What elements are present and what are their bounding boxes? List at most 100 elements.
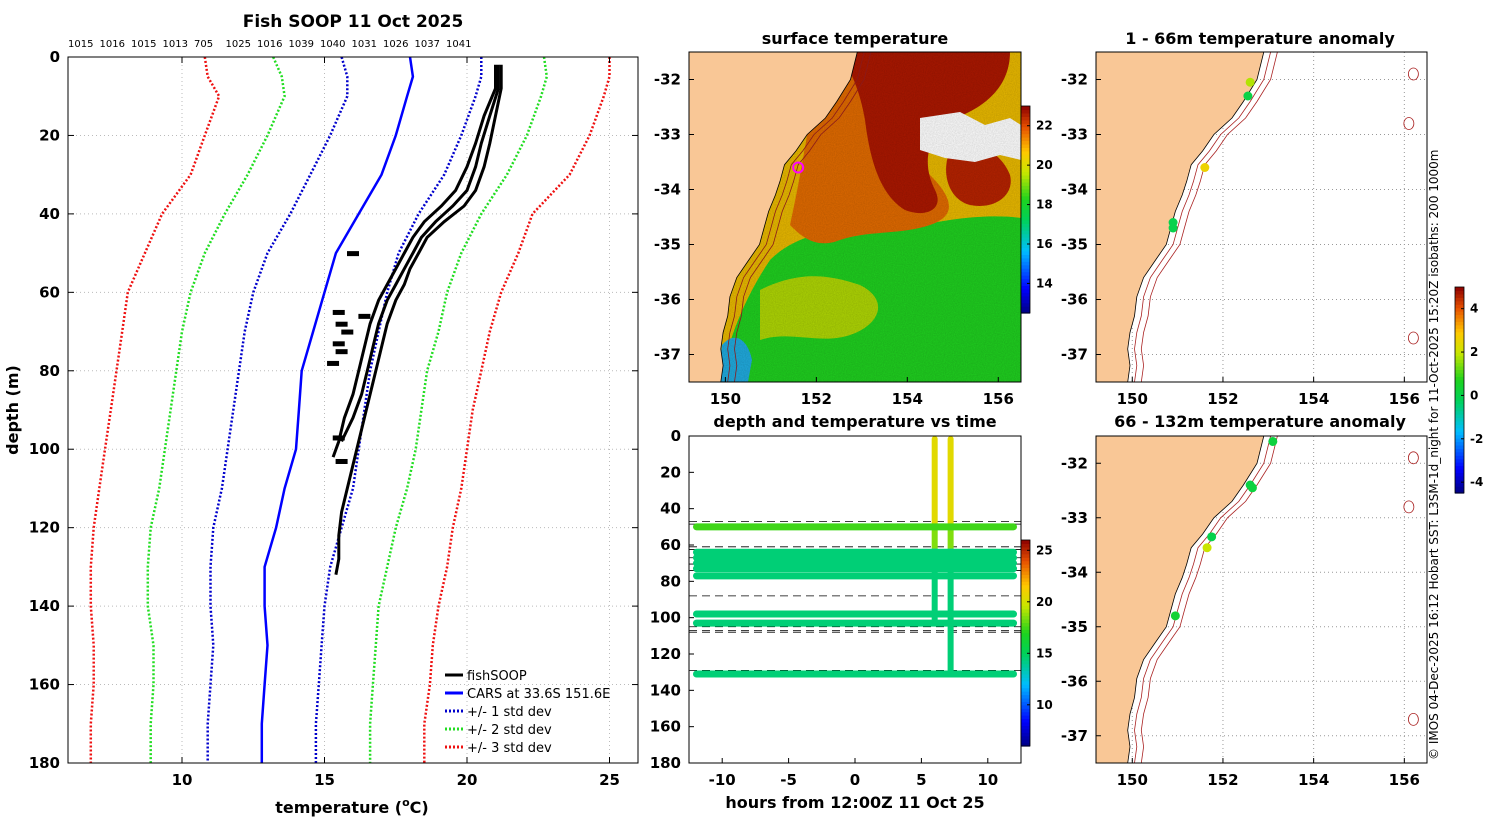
- cars-line: [260, 57, 415, 763]
- fishsoop-profile-line: [334, 64, 503, 575]
- depth-time-xtick-label: -5: [780, 771, 797, 789]
- depth-time-colorbar-segment: [1021, 732, 1030, 737]
- depth-time-colorbar-segment: [1021, 697, 1030, 702]
- profile-grid: [68, 56, 638, 764]
- anomaly-colorbar-segment: [1455, 300, 1464, 305]
- anomaly-colorbar-segment: [1455, 304, 1464, 309]
- anom-shallow-point: [1243, 91, 1253, 101]
- depth-time-colorbar-segment: [1021, 622, 1030, 627]
- anomaly-colorbar-segment: [1455, 311, 1464, 316]
- anomaly-colorbar-segment: [1455, 345, 1464, 350]
- anomaly-colorbar-segment: [1455, 287, 1464, 292]
- depth-time-colorbar-segment: [1021, 550, 1030, 555]
- sst-colorbar-tick-label: 16: [1036, 237, 1053, 251]
- depth-time-colorbar-segment: [1021, 584, 1030, 589]
- fishsoop-blob: [327, 360, 340, 366]
- anom-deep-point: [1268, 436, 1278, 446]
- sd3-high-line: [423, 57, 611, 763]
- anom-deep-ytick-label: -37: [1061, 727, 1088, 745]
- anomaly-colorbar-segment: [1455, 369, 1464, 374]
- profile-top-count: 1015: [68, 39, 93, 50]
- fishsoop-profile-line: [340, 64, 500, 443]
- depth-time-colorbar-segment: [1021, 581, 1030, 586]
- sst-colorbar-segment: [1021, 106, 1030, 111]
- depth-time-colorbar-segment: [1021, 694, 1030, 699]
- sst-colorbar-segment: [1021, 257, 1030, 262]
- anomaly-colorbar-segment: [1455, 359, 1464, 364]
- fishsoop-blob: [335, 349, 348, 355]
- profile-top-count: 1037: [415, 39, 440, 50]
- sst-colorbar-segment: [1021, 295, 1030, 300]
- anom-shallow-xtick-label: 154: [1298, 390, 1329, 408]
- profile-xlabel-sup: o: [402, 796, 410, 809]
- sst-colorbar-segment: [1021, 219, 1030, 224]
- sst-colorbar-segment: [1021, 254, 1030, 259]
- profile-xtick-label: 25: [599, 771, 620, 789]
- sst-colorbar-segment: [1021, 264, 1030, 269]
- anomaly-colorbar-segment: [1455, 383, 1464, 388]
- depth-time-ytick-label: 60: [660, 536, 681, 554]
- anomaly-colorbar-segment: [1455, 403, 1464, 408]
- depth-time-xtick-label: 10: [977, 771, 998, 789]
- sst-colorbar-segment: [1021, 299, 1030, 304]
- legend-label: fishSOOP: [467, 669, 527, 684]
- anom-deep-xtick-label: 154: [1298, 771, 1329, 789]
- sst-colorbar-segment: [1021, 237, 1030, 242]
- anom-shallow-title: 1 - 66m temperature anomaly: [1125, 29, 1395, 48]
- anom-deep-frame: [1095, 435, 1428, 764]
- sst-colorbar-segment: [1021, 212, 1030, 217]
- sst-map-ytick-label: -36: [654, 291, 681, 309]
- fishsoop-blob: [341, 329, 354, 335]
- anom-shallow-seamount: [1407, 67, 1419, 81]
- depth-time-cast-lower: [931, 548, 938, 624]
- anomaly-colorbar-segment: [1455, 455, 1464, 460]
- profile-xtick-label: 15: [314, 771, 335, 789]
- sst-colorbar-segment: [1021, 130, 1030, 135]
- sst-colorbar-segment: [1021, 268, 1030, 273]
- sst-map-ytick-label: -34: [654, 181, 681, 199]
- depth-time-colorbar-tick-label: 25: [1036, 543, 1053, 557]
- sst-map-xtick-label: 150: [710, 390, 741, 408]
- depth-time-track: [692, 670, 1018, 678]
- sst-colorbar-segment: [1021, 109, 1030, 114]
- anom-deep-point: [1247, 483, 1257, 493]
- fishsoop-blob: [332, 309, 345, 315]
- fishsoop-blob: [332, 341, 345, 347]
- sst-colorbar-segment: [1021, 171, 1030, 176]
- profile-top-count: 1013: [163, 39, 188, 50]
- depth-time-colorbar-segment: [1021, 625, 1030, 630]
- anomaly-colorbar-segment: [1455, 414, 1464, 419]
- sst-colorbar-segment: [1021, 181, 1030, 186]
- depth-time-track: [692, 619, 1018, 627]
- anom-deep-grid: [1096, 436, 1427, 763]
- depth-time-ytick-label: 160: [650, 718, 681, 736]
- anomaly-colorbar-segment: [1455, 427, 1464, 432]
- depth-time-colorbar-segment: [1021, 656, 1030, 661]
- sst-colorbar-segment: [1021, 271, 1030, 276]
- depth-time-colorbar-segment: [1021, 632, 1030, 637]
- anomaly-colorbar-segment: [1455, 417, 1464, 422]
- depth-time-colorbar-segment: [1021, 718, 1030, 723]
- depth-time-ytick-label: 140: [650, 681, 681, 699]
- anomaly-colorbar-segment: [1455, 462, 1464, 467]
- depth-time-colorbar-segment: [1021, 721, 1030, 726]
- depth-time-track: [692, 610, 1018, 618]
- profile-lines: [89, 57, 611, 763]
- anom-shallow-isobath-200: [1134, 52, 1271, 382]
- sst-land: [689, 52, 858, 382]
- profile-top-count: 1040: [320, 39, 345, 50]
- anom-deep-ytick-label: -33: [1061, 509, 1088, 527]
- anom-deep-seamount: [1407, 713, 1419, 726]
- depth-time-colorbar-segment: [1021, 735, 1030, 740]
- depth-time-colorbar-segment: [1021, 594, 1030, 599]
- depth-time-title: depth and temperature vs time: [713, 412, 996, 431]
- sst-colorbar-tick-label: 20: [1036, 158, 1053, 172]
- depth-time-colorbar-segment: [1021, 546, 1030, 551]
- anomaly-colorbar-segment: [1455, 355, 1464, 360]
- sst-map-ytick-label: -32: [654, 71, 681, 89]
- anom-deep-xtick-label: 152: [1207, 771, 1238, 789]
- depth-time-colorbar-segment: [1021, 557, 1030, 562]
- depth-time-colorbar-segment: [1021, 605, 1030, 610]
- anomaly-colorbar-segment: [1455, 328, 1464, 333]
